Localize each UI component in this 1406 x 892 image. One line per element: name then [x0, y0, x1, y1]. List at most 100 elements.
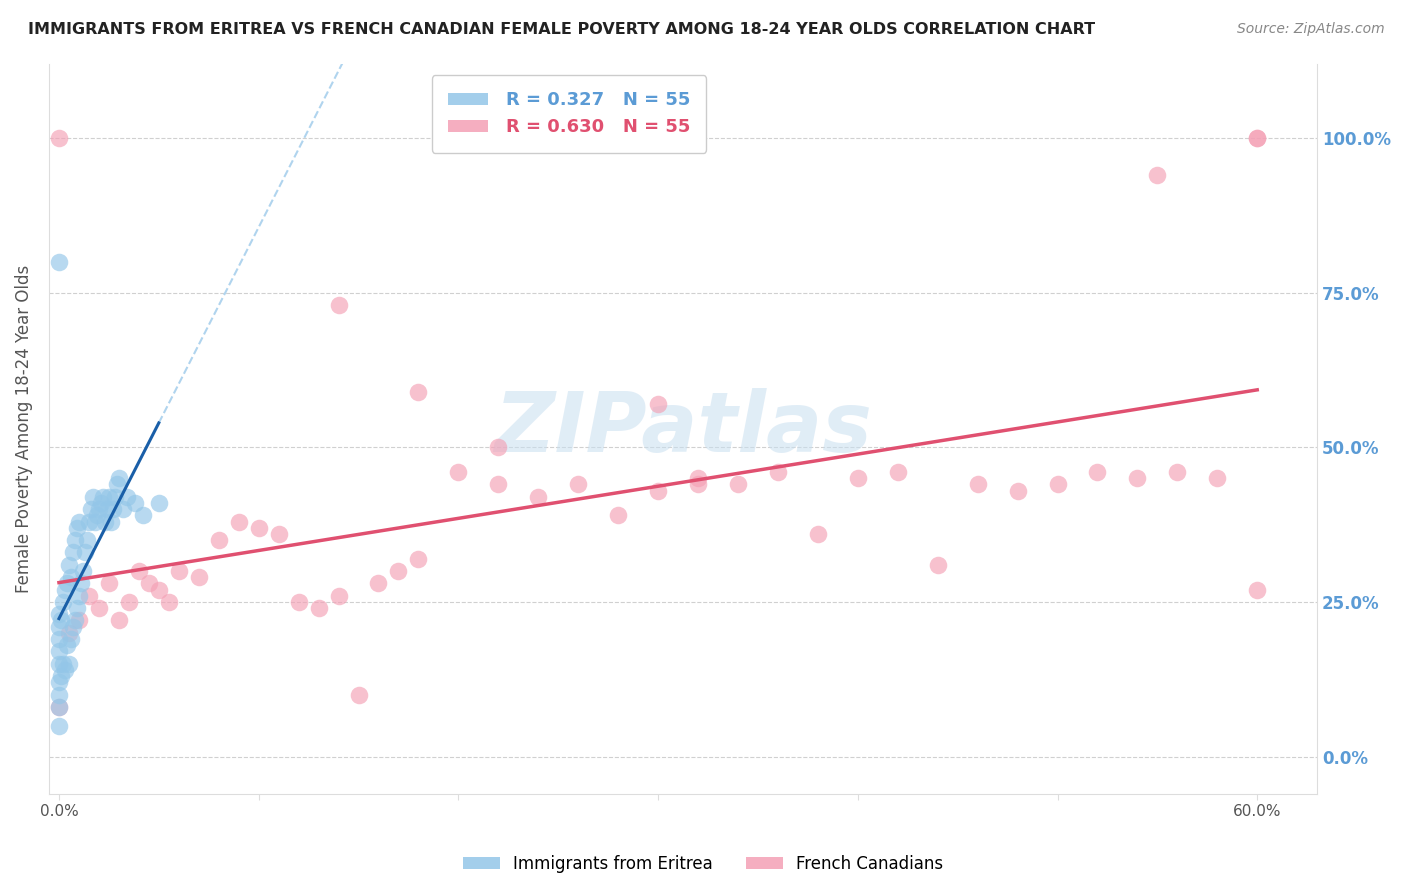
French Canadians	[486, 441, 509, 455]
Immigrants from Eritrea	[56, 638, 79, 652]
French Canadians	[1087, 465, 1109, 479]
Immigrants from Eritrea	[63, 533, 86, 548]
Immigrants from Eritrea	[148, 496, 170, 510]
Immigrants from Eritrea	[108, 471, 131, 485]
French Canadians	[567, 477, 589, 491]
French Canadians	[887, 465, 910, 479]
French Canadians	[97, 576, 120, 591]
French Canadians	[647, 397, 669, 411]
French Canadians	[1246, 131, 1268, 145]
Immigrants from Eritrea	[49, 614, 72, 628]
Immigrants from Eritrea	[73, 545, 96, 559]
Immigrants from Eritrea	[62, 620, 84, 634]
Immigrants from Eritrea	[48, 657, 70, 671]
Immigrants from Eritrea	[58, 657, 80, 671]
French Canadians	[1206, 471, 1229, 485]
French Canadians	[67, 614, 90, 628]
Immigrants from Eritrea	[53, 663, 76, 677]
Immigrants from Eritrea	[70, 576, 93, 591]
French Canadians	[108, 614, 131, 628]
French Canadians	[527, 490, 550, 504]
Immigrants from Eritrea	[62, 545, 84, 559]
French Canadians	[287, 595, 309, 609]
Immigrants from Eritrea	[80, 502, 103, 516]
Immigrants from Eritrea	[91, 490, 114, 504]
Immigrants from Eritrea	[48, 688, 70, 702]
Immigrants from Eritrea	[94, 515, 117, 529]
Legend: Immigrants from Eritrea, French Canadians: Immigrants from Eritrea, French Canadian…	[456, 848, 950, 880]
French Canadians	[208, 533, 231, 548]
French Canadians	[328, 298, 350, 312]
Immigrants from Eritrea	[100, 515, 122, 529]
Immigrants from Eritrea	[111, 502, 134, 516]
French Canadians	[187, 570, 209, 584]
Immigrants from Eritrea	[101, 502, 124, 516]
French Canadians	[267, 527, 290, 541]
French Canadians	[1126, 471, 1149, 485]
Immigrants from Eritrea	[124, 496, 146, 510]
French Canadians	[118, 595, 141, 609]
Immigrants from Eritrea	[96, 502, 118, 516]
Immigrants from Eritrea	[86, 508, 108, 523]
French Canadians	[167, 564, 190, 578]
French Canadians	[1246, 131, 1268, 145]
Immigrants from Eritrea	[132, 508, 155, 523]
Immigrants from Eritrea	[58, 558, 80, 572]
French Canadians	[138, 576, 160, 591]
French Canadians	[228, 515, 250, 529]
Immigrants from Eritrea	[76, 533, 98, 548]
Immigrants from Eritrea	[48, 644, 70, 658]
French Canadians	[48, 700, 70, 714]
French Canadians	[48, 131, 70, 145]
French Canadians	[1046, 477, 1069, 491]
French Canadians	[807, 527, 830, 541]
Immigrants from Eritrea	[66, 521, 89, 535]
Immigrants from Eritrea	[77, 515, 100, 529]
Immigrants from Eritrea	[52, 595, 75, 609]
Immigrants from Eritrea	[56, 576, 79, 591]
Text: Source: ZipAtlas.com: Source: ZipAtlas.com	[1237, 22, 1385, 37]
French Canadians	[846, 471, 869, 485]
French Canadians	[87, 601, 110, 615]
Text: IMMIGRANTS FROM ERITREA VS FRENCH CANADIAN FEMALE POVERTY AMONG 18-24 YEAR OLDS : IMMIGRANTS FROM ERITREA VS FRENCH CANADI…	[28, 22, 1095, 37]
French Canadians	[157, 595, 180, 609]
French Canadians	[447, 465, 470, 479]
French Canadians	[1166, 465, 1188, 479]
Legend: R = 0.327   N = 55, R = 0.630   N = 55: R = 0.327 N = 55, R = 0.630 N = 55	[432, 75, 706, 153]
French Canadians	[1246, 582, 1268, 597]
French Canadians	[607, 508, 630, 523]
French Canadians	[308, 601, 330, 615]
Y-axis label: Female Poverty Among 18-24 Year Olds: Female Poverty Among 18-24 Year Olds	[15, 265, 32, 593]
Immigrants from Eritrea	[48, 718, 70, 732]
Immigrants from Eritrea	[49, 669, 72, 683]
Immigrants from Eritrea	[63, 614, 86, 628]
French Canadians	[58, 625, 80, 640]
Immigrants from Eritrea	[84, 515, 107, 529]
Immigrants from Eritrea	[72, 564, 94, 578]
Immigrants from Eritrea	[48, 700, 70, 714]
Immigrants from Eritrea	[48, 675, 70, 690]
French Canadians	[486, 477, 509, 491]
French Canadians	[927, 558, 949, 572]
French Canadians	[387, 564, 409, 578]
Immigrants from Eritrea	[52, 657, 75, 671]
Immigrants from Eritrea	[59, 570, 82, 584]
French Canadians	[77, 589, 100, 603]
French Canadians	[148, 582, 170, 597]
Immigrants from Eritrea	[67, 589, 90, 603]
Immigrants from Eritrea	[66, 601, 89, 615]
French Canadians	[686, 477, 709, 491]
French Canadians	[128, 564, 150, 578]
Immigrants from Eritrea	[48, 620, 70, 634]
French Canadians	[408, 551, 430, 566]
Text: ZIPatlas: ZIPatlas	[494, 388, 872, 469]
Immigrants from Eritrea	[104, 490, 127, 504]
French Canadians	[247, 521, 270, 535]
French Canadians	[367, 576, 389, 591]
French Canadians	[647, 483, 669, 498]
Immigrants from Eritrea	[90, 496, 112, 510]
French Canadians	[766, 465, 789, 479]
Immigrants from Eritrea	[48, 255, 70, 269]
French Canadians	[1146, 169, 1168, 183]
Immigrants from Eritrea	[82, 490, 104, 504]
